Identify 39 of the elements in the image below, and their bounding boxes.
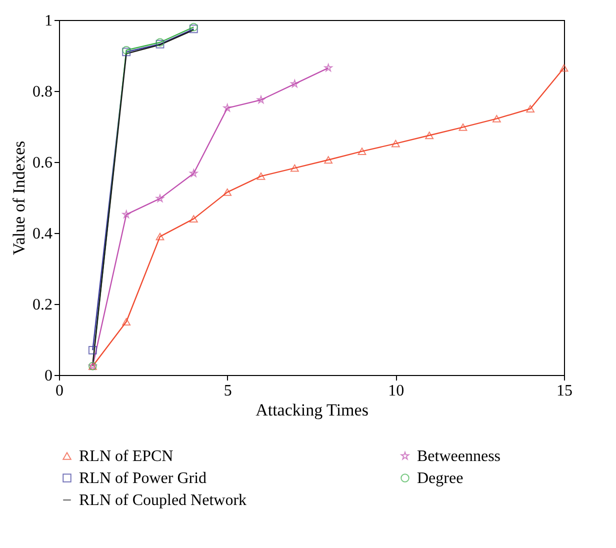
- point: [223, 188, 232, 196]
- point: [290, 164, 299, 172]
- y-tick-label: 0: [44, 368, 52, 384]
- point: [526, 105, 535, 112]
- point: [223, 104, 232, 112]
- point: [358, 148, 366, 156]
- point: [190, 169, 198, 177]
- legend-label: Betweenness: [417, 448, 501, 465]
- x-tick-label: 0: [56, 382, 64, 400]
- point: [560, 64, 568, 72]
- point: [290, 80, 299, 88]
- point: [425, 132, 434, 140]
- legend-label: RLN of EPCN: [79, 448, 174, 465]
- point: [492, 114, 501, 122]
- point: [256, 96, 266, 104]
- point: [122, 318, 131, 326]
- point: [256, 172, 266, 180]
- y-tick-label: 0.4: [32, 226, 52, 242]
- point: [156, 194, 164, 202]
- legend-label: RLN of Coupled Network: [79, 492, 247, 509]
- x-axis-title: Attacking Times: [256, 400, 368, 420]
- y-tick-label: 1: [44, 12, 52, 30]
- x-tick-label: 5: [224, 382, 232, 400]
- point: [324, 64, 332, 72]
- point: [88, 346, 97, 354]
- legend-label: Degree: [417, 470, 464, 487]
- y-axis-title: Value of Indexes: [10, 140, 28, 256]
- y-tick-label: 0.6: [32, 154, 52, 172]
- x-tick-label: 15: [556, 382, 572, 400]
- x-tick-label: 10: [388, 382, 404, 400]
- point: [189, 215, 198, 223]
- point: [156, 232, 164, 240]
- point: [122, 210, 130, 218]
- point: [458, 124, 468, 131]
- y-tick-label: 0.2: [32, 296, 52, 314]
- legend-label: RLN of Power Grid: [79, 470, 207, 487]
- y-tick-label: 0.8: [32, 84, 52, 100]
- point: [391, 140, 400, 148]
- point: [324, 156, 333, 164]
